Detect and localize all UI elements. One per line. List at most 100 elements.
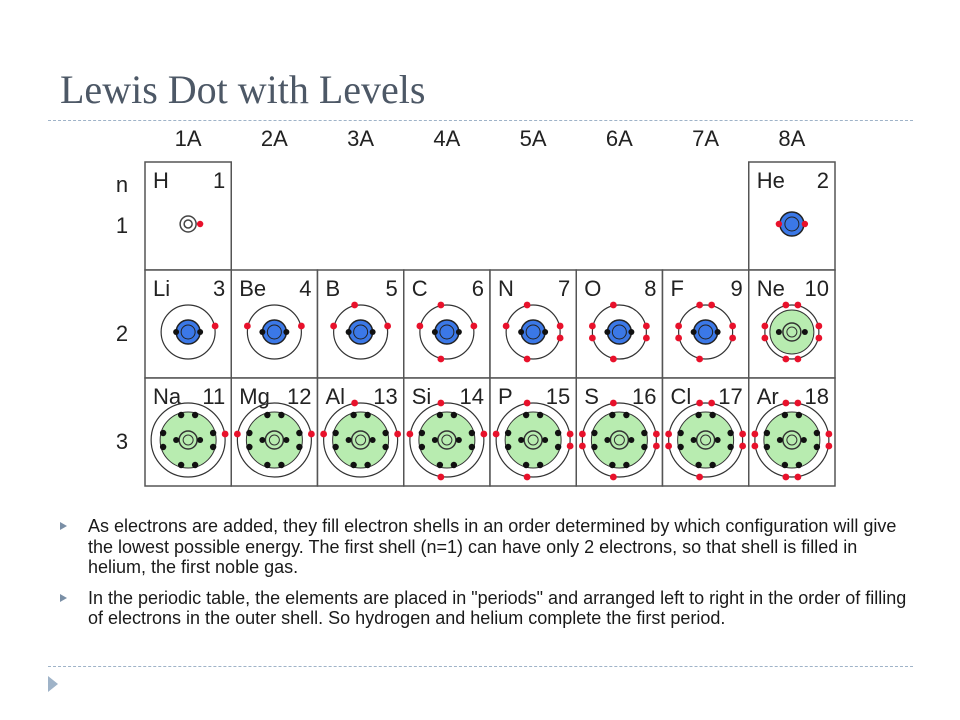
inner-electron [191,461,199,469]
valence-electron [588,322,596,330]
inner-electron [641,429,648,437]
valence-electron [794,301,802,309]
nucleus-core [700,434,712,446]
inner-electron [278,411,285,419]
inner-electron [173,329,180,335]
inner-electron [364,411,371,419]
valence-electron [825,430,833,438]
inner-electron [709,411,716,419]
nucleus [606,319,633,345]
inner-electron [813,443,821,451]
valence-electron [761,322,769,330]
triangle-bullet-icon [60,522,67,530]
inner-electron [781,411,789,419]
valence-electron [566,442,574,450]
valence-electron [775,220,783,228]
element-symbol: O [584,276,601,301]
valence-shell [678,304,734,360]
inner-electron [709,461,716,469]
element-symbol: S [584,384,599,409]
valence-shell [246,304,302,360]
nucleus [434,319,460,345]
inner-electron [296,443,303,451]
valence-electron [233,430,241,438]
valence-electron [815,334,823,342]
valence-shell [333,304,389,360]
group-header: 1A [175,126,202,151]
bullet-item: As electrons are added, they fill electr… [60,516,910,578]
slide-title: Lewis Dot with Levels [60,67,426,112]
inner-electron [264,411,271,419]
nucleus [692,319,719,345]
valence-electron [416,322,424,330]
valence-electron [794,399,802,407]
inner-electron [455,437,462,443]
valence-electron [211,322,219,330]
valence-electron [523,355,531,363]
inner-electron [775,329,782,335]
group-header: 4A [433,126,460,151]
valence-electron [406,430,414,438]
core-shell [677,411,735,469]
inner-electron [197,329,204,335]
element-symbol: Ne [757,276,785,301]
inner-electron [264,461,271,469]
nucleus-core [183,219,193,229]
valence-shell [591,304,647,360]
element-symbol: P [498,384,513,409]
nucleus-core [180,324,196,340]
nucleus-core [613,434,625,446]
nucleus-core [268,434,280,446]
inner-electron [727,429,734,437]
footer-triangle-icon [48,676,58,692]
valence-electron [652,442,660,450]
atomic-number: 7 [558,276,570,301]
inner-electron [197,437,204,443]
valence-electron [330,322,338,330]
inner-electron [763,443,771,451]
valence-electron [523,301,531,309]
inner-electron [246,429,253,437]
nucleus-core [355,434,367,446]
inner-electron [246,443,253,451]
inner-electron [450,461,458,469]
bullet-item: In the periodic table, the elements are … [60,588,910,629]
valence-electron [351,301,359,309]
period-number: 1 [116,213,128,238]
atomic-number: 8 [644,276,656,301]
atomic-number: 15 [546,384,570,409]
valence-electron [642,334,650,342]
inner-electron [714,437,721,443]
inner-electron [191,411,199,419]
element-symbol: Si [412,384,432,409]
nucleus [782,322,802,342]
valence-electron [782,301,790,309]
inner-electron [677,429,684,437]
core-shell [504,411,562,469]
nucleus [179,215,197,233]
valence-electron [665,430,673,438]
inner-electron [604,437,611,443]
inner-electron [813,429,821,437]
valence-electron [801,220,809,228]
nucleus-core [353,324,369,340]
bullet-text: As electrons are added, they fill electr… [88,516,897,577]
inner-electron [382,443,389,451]
atomic-number: 5 [386,276,398,301]
valence-electron [696,473,704,481]
inner-electron [350,461,357,469]
group-header: 3A [347,126,374,151]
inner-electron [727,443,734,451]
valence-shell [419,304,475,360]
valence-electron [437,473,445,481]
inner-electron [776,437,783,443]
inner-electron [283,437,290,443]
valence-electron [652,430,660,438]
valence-electron [588,334,596,342]
valence-electron [394,430,402,438]
nucleus-core [266,324,282,340]
valence-electron [696,399,704,407]
element-symbol: Cl [671,384,692,409]
inner-electron [159,443,167,451]
